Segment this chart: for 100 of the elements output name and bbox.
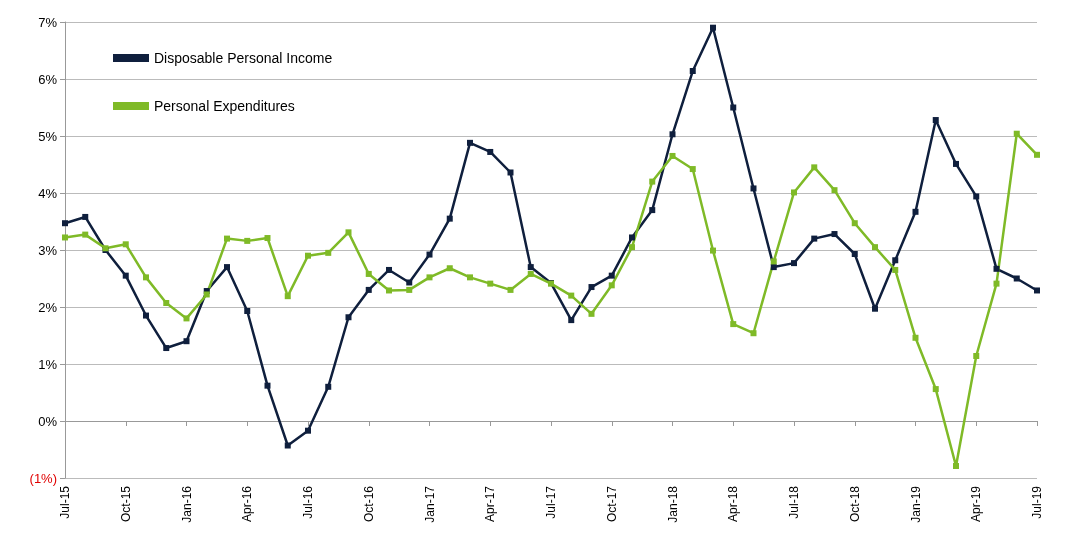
- point: [325, 383, 332, 390]
- point: [730, 321, 737, 328]
- point: [467, 139, 473, 146]
- point: [122, 241, 129, 248]
- point: [183, 338, 190, 345]
- point: [487, 148, 494, 155]
- point: [649, 207, 656, 214]
- point: [710, 247, 716, 254]
- point: [588, 284, 595, 291]
- x-tick-label: Jul-17: [544, 485, 558, 519]
- point: [669, 131, 676, 138]
- point: [892, 266, 899, 273]
- point: [143, 312, 149, 319]
- point: [1013, 275, 1020, 282]
- point: [973, 353, 980, 360]
- y-tick-label: 4%: [38, 185, 58, 201]
- point: [446, 215, 453, 222]
- point: [770, 264, 777, 271]
- point: [608, 272, 615, 279]
- point: [750, 185, 757, 192]
- point: [487, 280, 494, 287]
- x-tick-label: Oct-18: [847, 485, 862, 523]
- x-tick-label: Jan-17: [422, 485, 437, 523]
- point: [264, 235, 271, 242]
- point: [831, 231, 838, 238]
- point: [62, 220, 68, 227]
- point: [629, 244, 635, 251]
- point: [993, 280, 1000, 287]
- x-tick-label: Jul-16: [301, 485, 315, 519]
- point: [345, 314, 352, 321]
- point: [1013, 130, 1020, 137]
- point: [122, 272, 129, 279]
- point: [892, 257, 899, 264]
- y-tick-label: 3%: [38, 242, 58, 258]
- point: [406, 286, 413, 293]
- point: [163, 345, 170, 352]
- y-tick-label: 6%: [38, 71, 58, 87]
- point: [244, 237, 251, 244]
- point: [426, 274, 433, 281]
- point: [224, 235, 230, 242]
- point: [1034, 287, 1040, 294]
- point: [791, 260, 797, 267]
- point: [82, 231, 89, 238]
- point: [284, 442, 291, 449]
- point: [932, 117, 939, 124]
- x-tick-label: Jan-16: [179, 485, 194, 523]
- point: [912, 334, 919, 341]
- point: [811, 235, 818, 242]
- point: [608, 282, 615, 289]
- point: [224, 264, 230, 271]
- x-tick-label: Oct-16: [361, 485, 376, 523]
- point: [750, 330, 757, 337]
- point: [689, 68, 696, 75]
- point: [467, 274, 473, 281]
- point: [912, 208, 919, 215]
- point: [872, 244, 878, 251]
- legend-label: Disposable Personal Income: [154, 50, 333, 66]
- point: [730, 104, 737, 111]
- x-tick-label: Apr-16: [240, 485, 255, 523]
- point: [649, 178, 656, 185]
- legend-label: Personal Expenditures: [154, 98, 295, 114]
- x-tick-label: Jan-18: [665, 485, 680, 523]
- x-tick-label: Apr-17: [483, 485, 498, 523]
- point: [568, 317, 575, 324]
- point: [365, 270, 372, 277]
- point: [365, 286, 372, 293]
- point: [507, 169, 514, 176]
- y-tick-label: 5%: [38, 128, 58, 144]
- x-tick-label: Apr-18: [726, 485, 741, 523]
- point: [305, 252, 311, 259]
- y-tick-label: (1%): [29, 470, 57, 486]
- point: [446, 265, 453, 272]
- point: [669, 152, 676, 159]
- point: [345, 229, 352, 236]
- point: [953, 160, 959, 167]
- x-tick-label: Apr-19: [969, 485, 984, 523]
- point: [426, 251, 433, 258]
- point: [851, 220, 858, 227]
- point: [386, 266, 392, 273]
- point: [527, 264, 534, 271]
- point: [629, 234, 635, 241]
- point: [406, 279, 413, 286]
- point: [872, 305, 878, 312]
- point: [305, 427, 311, 434]
- point: [831, 187, 838, 194]
- point: [993, 265, 1000, 272]
- point: [507, 286, 514, 293]
- point: [325, 249, 332, 256]
- point: [264, 382, 271, 389]
- x-tick-label: Jul-18: [787, 485, 801, 519]
- point: [1034, 151, 1040, 158]
- point: [82, 213, 89, 220]
- point: [284, 293, 291, 300]
- x-tick-label: Oct-15: [118, 485, 133, 523]
- point: [163, 300, 170, 307]
- point: [953, 463, 959, 470]
- x-tick-label: Oct-17: [604, 485, 619, 523]
- point: [791, 189, 797, 196]
- y-tick-label: 1%: [38, 356, 58, 372]
- point: [386, 287, 392, 294]
